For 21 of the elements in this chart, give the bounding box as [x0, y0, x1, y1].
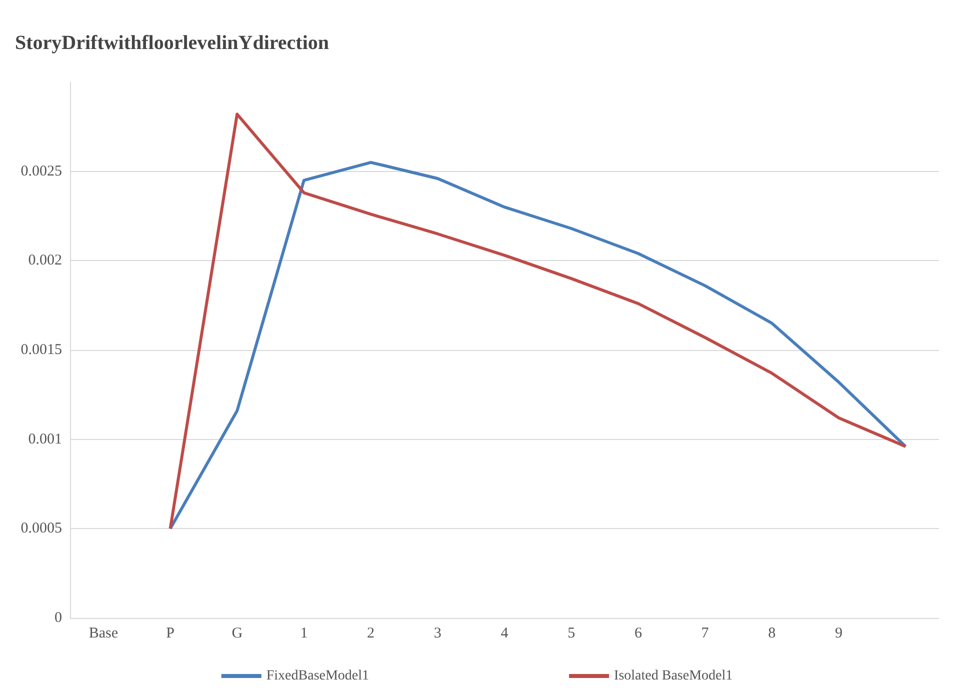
y-tick-label: 0.0025 [20, 163, 62, 180]
x-tick-label: G [232, 626, 243, 642]
x-tick-label: 4 [500, 626, 509, 642]
y-tick-label: 0 [54, 610, 62, 626]
x-tick-label: P [166, 626, 174, 642]
x-tick-label: 9 [834, 626, 842, 642]
legend-label: Isolated BaseModel1 [614, 668, 733, 684]
x-tick-label: Base [88, 626, 118, 642]
y-tick-label: 0.0015 [20, 342, 62, 358]
x-tick-label: 7 [701, 626, 710, 642]
y-tick-label: 0.002 [28, 252, 62, 269]
x-tick-label: 1 [300, 626, 308, 642]
legend-label: FixedBaseModel1 [266, 668, 370, 684]
chart-title: StoryDriftwithfloorlevelinYdirection [15, 32, 330, 54]
y-tick-label: 0.001 [28, 431, 62, 448]
x-tick-label: 8 [768, 626, 776, 642]
x-tick-label: 3 [434, 626, 442, 642]
x-tick-label: 5 [568, 626, 576, 642]
x-tick-label: 6 [634, 626, 642, 642]
x-tick-label: 2 [367, 626, 375, 642]
y-tick-label: 0.0005 [20, 520, 62, 537]
